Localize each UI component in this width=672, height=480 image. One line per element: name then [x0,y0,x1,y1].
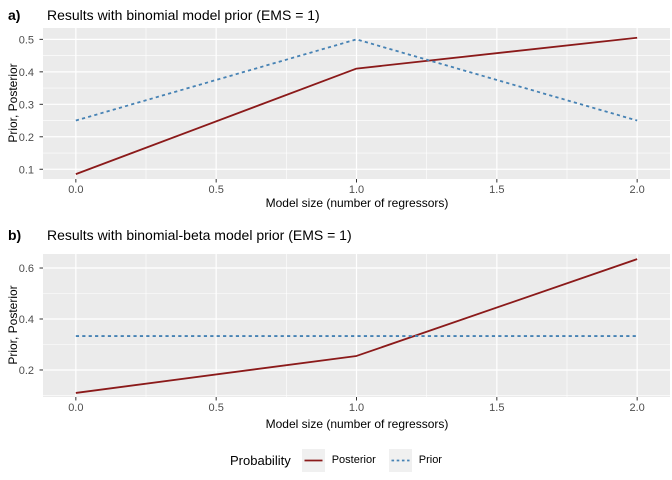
panel-a-x-tick-label: 2.0 [630,184,645,196]
panel-a-tag: a) [8,7,21,23]
panel-b-x-axis-title: Model size (number of regressors) [265,417,449,431]
panel-a-x-tick-label: 1.5 [489,184,504,196]
panel-a-x-tick-label: 0.5 [209,184,224,196]
panel-b: 0.0 0.5 1.0 1.5 2.0 0.2 0.4 0.6 [19,254,670,414]
legend-item-prior: Prior [388,448,442,472]
panel-a-x-axis-title: Model size (number of regressors) [265,196,449,210]
legend-title: Probability [230,452,291,468]
panel-a-y-tick-label: 0.1 [19,164,34,176]
panel-a-y-tick-label: 0.5 [19,34,34,46]
panel-a-y-tick-label: 0.3 [19,99,34,111]
panel-b-tag: b) [8,227,22,243]
panel-a-title-text: Results with binomial model prior (EMS =… [47,7,320,23]
panel-a: 0.0 0.5 1.0 1.5 2.0 0.1 0.2 0.3 0.4 0.5 [19,28,670,196]
panel-b-title: b) Results with binomial-beta model prior… [8,227,352,243]
panel-b-y-tick-label: 0.6 [19,263,34,275]
posterior-line-sample-icon [304,459,323,461]
prior-line-sample-icon [391,459,410,461]
panel-a-y-tick-label: 0.4 [19,67,34,79]
panel-a-y-axis-title: Prior, Posterior [6,63,20,143]
legend-label-prior: Prior [418,454,442,466]
panel-a-posterior-line [75,36,638,175]
legend-key-prior [388,448,412,472]
panel-b-y-tick-label: 0.2 [19,365,34,377]
legend-key-posterior [301,448,325,472]
panel-a-x-tick-label: 0.0 [68,184,83,196]
panel-b-title-text: Results with binomial-beta model prior (… [47,227,352,243]
panel-a-prior-line [75,38,638,122]
panel-b-posterior-line [75,258,638,394]
panel-b-x-tick-label: 0.5 [209,402,224,414]
legend: Probability Posterior Prior [0,448,672,472]
panel-a-x-tick-label: 1.0 [349,184,364,196]
panel-a-title: a) Results with binomial model prior (EMS… [8,7,320,23]
panel-b-y-axis-title: Prior, Posterior [6,285,20,365]
legend-item-posterior: Posterior [301,448,376,472]
legend-label-posterior: Posterior [331,454,376,466]
panel-b-x-tick-label: 0.0 [68,402,83,414]
panel-b-x-tick-label: 1.5 [489,402,504,414]
panel-b-x-tick-label: 1.0 [349,402,364,414]
panel-b-y-tick-label: 0.4 [19,314,34,326]
panel-a-y-tick-label: 0.2 [19,132,34,144]
legend-items: Posterior Prior [299,448,442,472]
panel-b-x-tick-label: 2.0 [630,402,645,414]
